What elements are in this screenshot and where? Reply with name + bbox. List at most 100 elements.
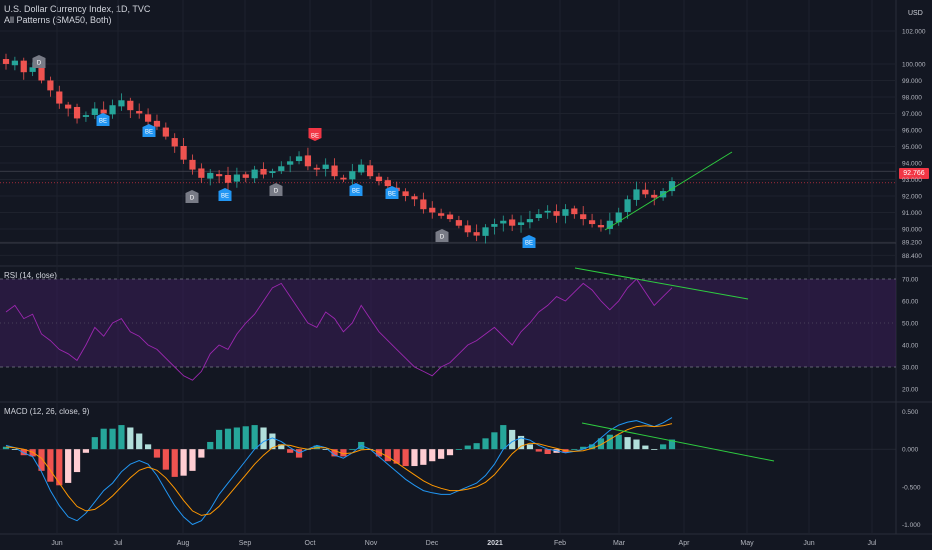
pattern-marker-be: BE bbox=[349, 183, 363, 196]
price-trendline bbox=[604, 151, 733, 231]
macd-histogram-bar bbox=[651, 449, 658, 450]
candle-body bbox=[500, 220, 507, 224]
macd-histogram-bar bbox=[375, 449, 383, 457]
candle-body bbox=[136, 111, 143, 114]
candle-body bbox=[11, 60, 18, 66]
macd-histogram-bar bbox=[207, 441, 214, 450]
candle-body bbox=[668, 181, 676, 192]
macd-histogram-bar bbox=[464, 445, 471, 450]
x-tick-label: Nov bbox=[365, 540, 378, 547]
candle-body bbox=[304, 155, 312, 167]
pattern-marker-be: BE bbox=[142, 124, 156, 137]
x-tick-label: Apr bbox=[679, 540, 691, 547]
y-tick-label: 98.000 bbox=[902, 94, 922, 101]
candle-body bbox=[295, 156, 303, 162]
macd-legend[interactable]: MACD (12, 26, close, 9) bbox=[4, 407, 90, 416]
x-tick-label: Dec bbox=[426, 540, 439, 547]
macd-histogram-bar bbox=[136, 433, 143, 450]
macd-histogram-bar bbox=[82, 449, 90, 453]
marker-shape bbox=[218, 188, 232, 201]
macd-histogram-bar bbox=[20, 449, 27, 456]
macd-histogram-bar bbox=[526, 444, 534, 450]
pattern-marker-d: D bbox=[269, 183, 283, 196]
macd-histogram-bar bbox=[162, 449, 169, 470]
x-tick-label: Mar bbox=[613, 540, 626, 547]
rsi-line bbox=[5, 278, 673, 381]
x-tick-label: Feb bbox=[554, 540, 566, 547]
candle-body bbox=[535, 214, 542, 219]
macd-histogram-bar bbox=[287, 449, 294, 453]
macd-histogram-bar bbox=[615, 434, 622, 450]
candle-body bbox=[224, 174, 232, 183]
macd-histogram-bar bbox=[429, 449, 436, 462]
x-tick-label: Aug bbox=[177, 540, 190, 547]
candle-body bbox=[571, 208, 578, 215]
candle-body bbox=[651, 194, 658, 198]
candle-body bbox=[464, 225, 471, 233]
candle-body bbox=[340, 177, 347, 180]
macd-histogram-bar bbox=[242, 426, 249, 450]
macd-histogram-bar bbox=[393, 449, 400, 464]
macd-histogram-bar bbox=[180, 449, 187, 476]
pattern-marker-bear: BE bbox=[308, 128, 322, 141]
last-price-tag: 92.766 bbox=[899, 168, 929, 179]
candle-body bbox=[438, 213, 445, 216]
macd-histogram-bar bbox=[322, 449, 329, 450]
marker-label: D bbox=[274, 189, 279, 195]
candle-body bbox=[242, 174, 249, 178]
candle-body bbox=[278, 166, 285, 171]
candle-body bbox=[615, 212, 622, 223]
y-tick-label: 0.500 bbox=[902, 409, 919, 416]
indicator-legend[interactable]: All Patterns (SMA50, Both) bbox=[4, 15, 112, 25]
marker-label: D bbox=[37, 61, 42, 67]
macd-histogram-bar bbox=[500, 425, 507, 450]
macd-histogram-bar bbox=[47, 449, 54, 482]
marker-label: D bbox=[440, 235, 445, 241]
macd-histogram-bar bbox=[491, 432, 498, 450]
candle-body bbox=[162, 127, 169, 137]
marker-shape bbox=[185, 190, 199, 203]
macd-histogram-bar bbox=[340, 449, 347, 457]
candle-body bbox=[411, 196, 418, 200]
candle-body bbox=[251, 169, 258, 179]
y-tick-label: 0.000 bbox=[902, 447, 919, 454]
candle-body bbox=[47, 80, 54, 91]
marker-shape bbox=[349, 183, 363, 196]
rsi-legend[interactable]: RSI (14, close) bbox=[4, 271, 57, 280]
macd-histogram-bar bbox=[260, 427, 267, 450]
candle-body bbox=[455, 220, 462, 226]
macd-histogram-bar bbox=[482, 438, 489, 450]
macd-histogram-bar bbox=[597, 438, 605, 450]
pattern-marker-d: D bbox=[435, 229, 449, 242]
marker-shape bbox=[96, 113, 110, 126]
candle-body bbox=[153, 120, 161, 127]
marker-label: BE bbox=[311, 134, 319, 140]
macd-histogram-bar bbox=[535, 449, 542, 452]
macd-histogram-bar bbox=[91, 437, 98, 450]
candle-body bbox=[127, 100, 134, 111]
pattern-marker-d: D bbox=[185, 190, 199, 203]
y-tick-label: 102.000 bbox=[902, 28, 926, 35]
candle-body bbox=[287, 161, 294, 165]
candle-body bbox=[588, 220, 596, 225]
candle-body bbox=[420, 199, 427, 210]
candle-body bbox=[526, 219, 534, 223]
pattern-marker-be: BE bbox=[522, 235, 536, 248]
candle-body bbox=[109, 105, 116, 115]
macd-histogram-bar bbox=[509, 429, 516, 450]
y-tick-label: 94.000 bbox=[902, 160, 922, 167]
macd-line bbox=[5, 417, 673, 526]
macd-histogram-bar bbox=[118, 425, 125, 450]
y-tick-label: 97.000 bbox=[902, 111, 922, 118]
macd-histogram-bar bbox=[438, 449, 445, 459]
macd-histogram-bar bbox=[198, 449, 205, 458]
x-tick-label: Sep bbox=[239, 540, 252, 547]
macd-histogram-bar bbox=[544, 449, 551, 454]
pattern-marker-be: BE bbox=[218, 188, 232, 201]
candle-body bbox=[2, 59, 10, 64]
macd-histogram-bar bbox=[384, 449, 391, 462]
candle-body bbox=[366, 165, 374, 177]
macd-histogram-bar bbox=[251, 425, 258, 450]
macd-histogram-bar bbox=[224, 428, 232, 450]
